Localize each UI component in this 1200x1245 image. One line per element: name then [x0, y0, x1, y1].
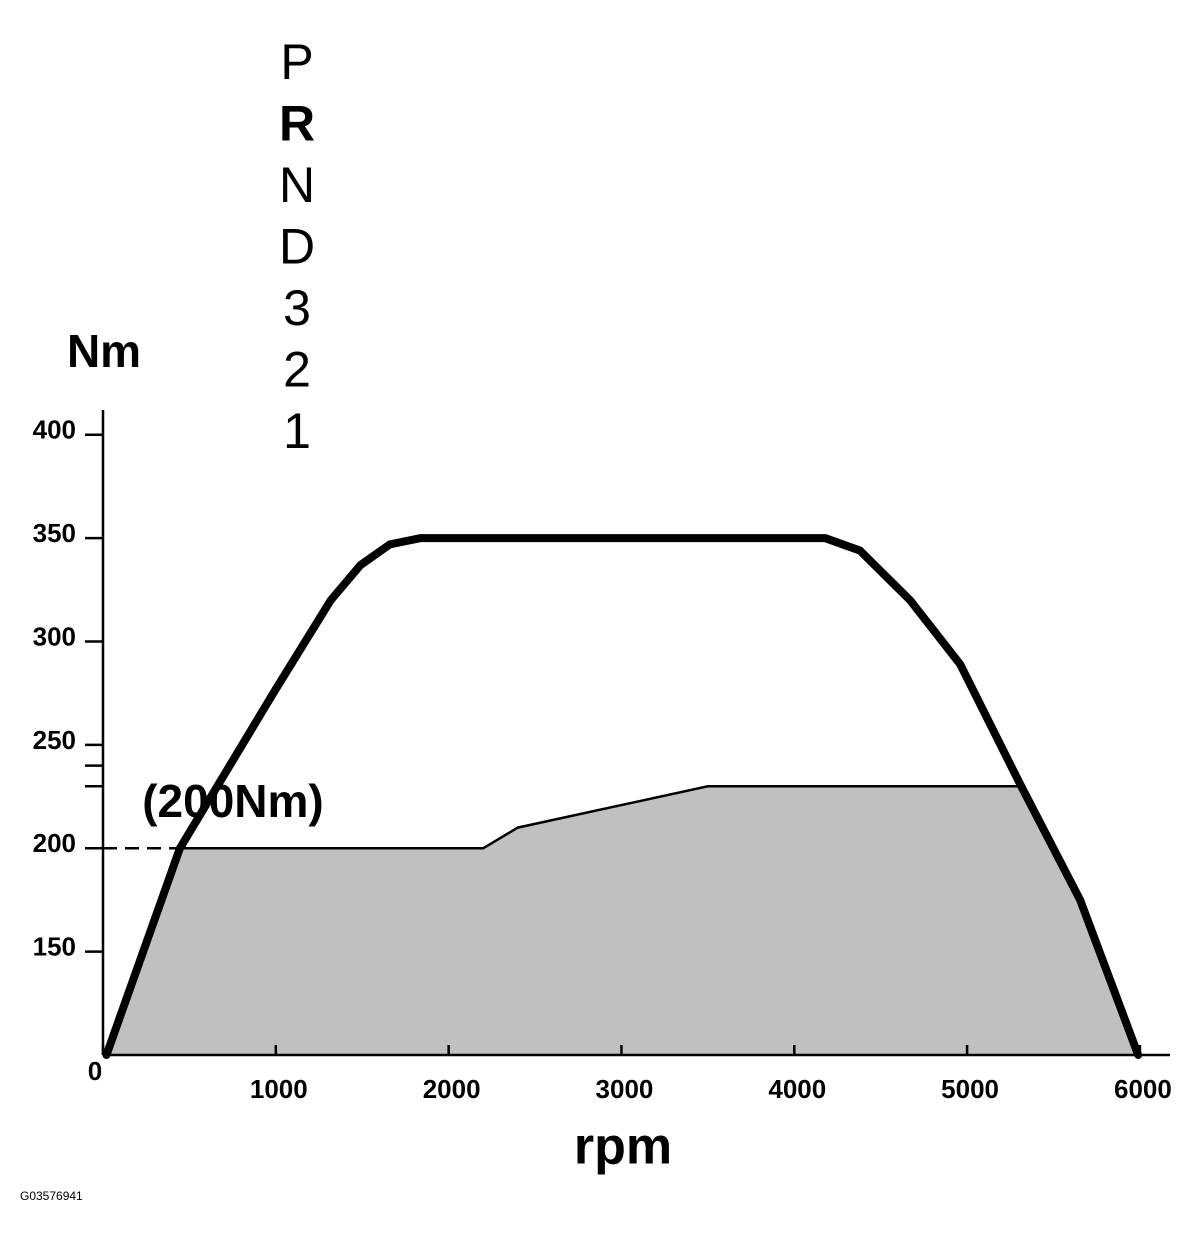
- x-tick-label: 2000: [423, 1074, 481, 1104]
- gear-label: 2: [283, 342, 311, 398]
- x-tick-label: 3000: [596, 1074, 654, 1104]
- y-tick-label: 300: [33, 621, 76, 651]
- gear-label: P: [280, 34, 313, 90]
- x-axis-label: rpm: [574, 1118, 672, 1176]
- x-tick-label: 5000: [941, 1074, 999, 1104]
- y-tick-label: 350: [33, 518, 76, 548]
- limit-line: [179, 785, 1021, 850]
- figure-code: G03576941: [20, 1189, 83, 1203]
- torque-curve: [102, 534, 1143, 1059]
- gear-label: 1: [283, 403, 311, 459]
- gear-label: 3: [283, 280, 311, 336]
- x-tick-label: 6000: [1114, 1074, 1172, 1104]
- annotation: (200Nm): [142, 775, 324, 827]
- y-tick-label: 200: [33, 828, 76, 858]
- x-tick-label: 4000: [768, 1074, 826, 1104]
- x-tick-label: 0: [88, 1056, 102, 1086]
- gear-label: D: [279, 219, 315, 275]
- x-tick-label: 1000: [250, 1074, 308, 1104]
- y-tick-label: 250: [33, 725, 76, 755]
- gear-label: R: [279, 96, 315, 152]
- y-tick-label: 150: [33, 932, 76, 962]
- shaded-area: [106, 784, 1139, 1055]
- y-tick-label: 400: [33, 415, 76, 445]
- y-axis-label: Nm: [67, 325, 141, 377]
- gear-label: N: [279, 157, 315, 213]
